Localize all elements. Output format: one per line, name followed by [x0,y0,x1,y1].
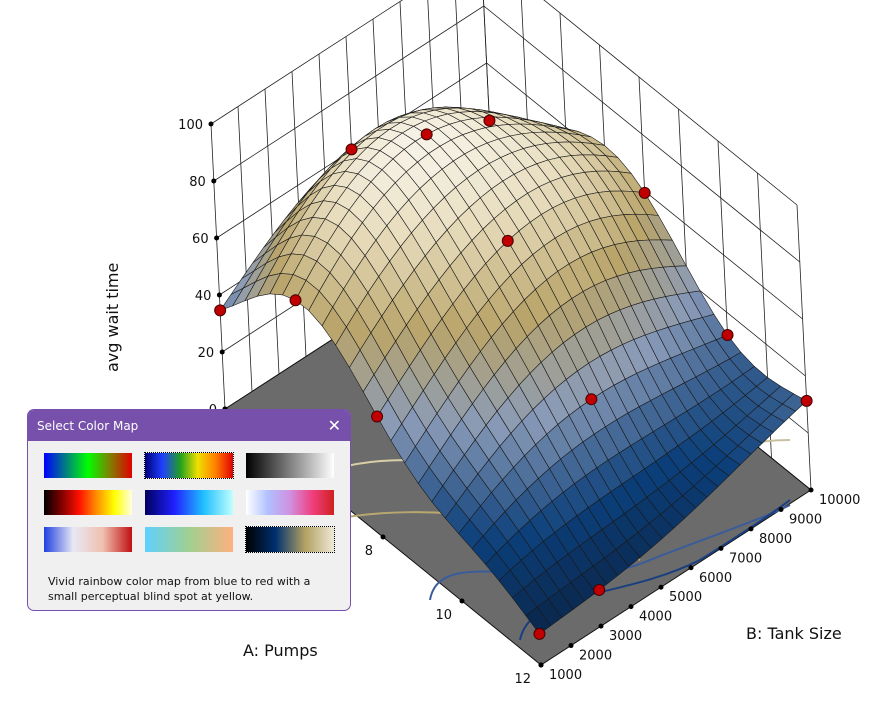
x-tick-label: 12 [514,672,531,687]
y-tick-mark [808,487,814,493]
x-axis-label: A: Pumps [243,641,318,660]
colormap-swatch-rainbow-green[interactable] [44,453,132,478]
design-point [501,234,514,247]
y-axis-label: B: Tank Size [746,624,842,643]
y-tick-mark [598,623,604,629]
colormap-swatch-hot[interactable] [44,490,132,515]
y-tick-label: 4000 [639,610,672,625]
colormap-swatch-white-pink-red[interactable] [246,490,334,515]
y-tick-mark [658,584,664,590]
y-tick-mark [688,565,694,571]
gridline [213,5,801,263]
gridline [796,204,812,491]
z-tick-mark [219,349,225,355]
x-tick-label: 10 [435,608,452,623]
design-points [214,114,813,640]
colormap-swatch-cyan-orange[interactable] [145,527,233,552]
y-tick-label: 5000 [669,590,702,605]
x-tick-mark [459,598,465,604]
design-point [721,328,734,341]
close-icon[interactable]: ✕ [327,415,341,435]
design-point [483,114,496,127]
y-tick-mark [748,526,754,532]
select-color-map-dialog: Select Color Map ✕ Vivid rainbow color m… [27,409,351,611]
dialog-title: Select Color Map [37,418,139,433]
z-tick-mark [214,235,220,241]
gridline [210,0,798,206]
y-tick-mark [778,506,784,512]
z-tick-label: 20 [198,346,215,361]
design-point [371,410,384,423]
design-point [345,143,358,156]
z-tick-mark [216,292,222,298]
y-tick-mark [628,604,634,610]
surface-cell [525,606,552,635]
gridline [264,88,280,375]
colormap-swatch-vivid-rainbow[interactable] [144,452,234,479]
y-tick-label: 7000 [729,551,762,566]
y-tick-label: 1000 [549,668,582,683]
z-axis-label: avg wait time [103,263,122,372]
design-point [289,294,302,307]
z-tick-label: 80 [189,175,206,190]
y-tick-label: 3000 [609,629,642,644]
response-surface [219,106,808,635]
colormap-description: Vivid rainbow color map from blue to red… [48,575,311,603]
y-tick-label: 2000 [579,649,612,664]
z-tick-label: 40 [195,289,212,304]
x-tick-label: 8 [365,544,373,559]
colormap-swatch-ocean[interactable] [145,490,233,515]
y-tick-mark [718,545,724,551]
gridline [237,106,253,392]
z-tick-label: 60 [192,232,209,247]
y-tick-label: 9000 [789,512,822,527]
z-tick-label: 100 [178,118,203,133]
design-point [420,128,433,141]
colormap-swatch-blue-white-red[interactable] [44,527,132,552]
colormap-swatch-navy-gold[interactable] [245,526,335,553]
design-point [593,583,606,596]
z-tick-mark [208,121,214,127]
x-tick-mark [538,662,544,668]
gridline [210,123,226,410]
dialog-titlebar[interactable]: Select Color Map ✕ [28,410,350,441]
x-tick-mark [380,534,386,540]
y-tick-label: 10000 [819,493,860,508]
design-point [800,394,813,407]
design-point [638,186,651,199]
colormap-swatch-grayscale[interactable] [246,453,334,478]
y-tick-label: 8000 [759,532,792,547]
design-point [533,627,546,640]
z-tick-mark [211,178,217,184]
y-tick-mark [568,643,574,649]
y-tick-label: 6000 [699,571,732,586]
design-point [214,304,227,317]
gridline [216,62,803,320]
design-point [585,393,598,406]
